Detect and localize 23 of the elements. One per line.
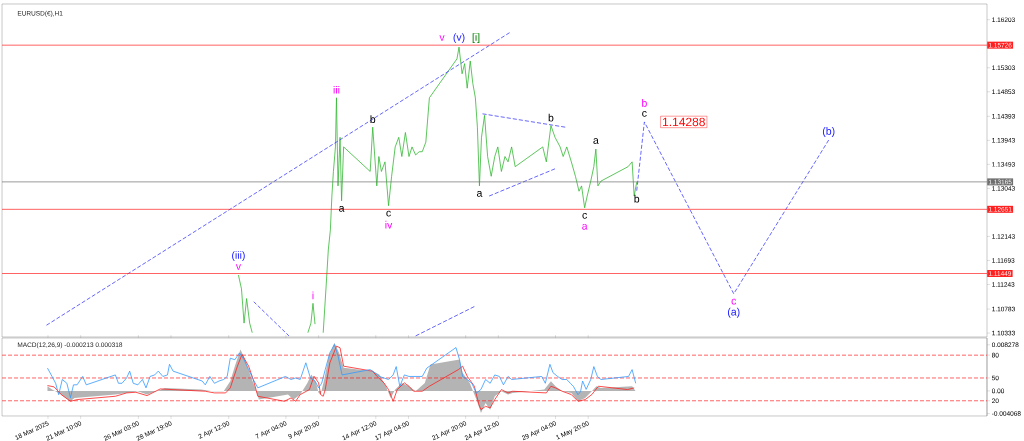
annotation: iv	[385, 220, 393, 229]
annotation: a	[339, 205, 345, 212]
annotation: (b)	[822, 127, 835, 137]
annotation: v	[235, 264, 242, 270]
annotation: c	[642, 111, 647, 117]
data-label: 1.14288	[662, 117, 705, 127]
annotation: (iii)	[232, 251, 245, 261]
annotation: b	[548, 113, 554, 122]
annotation: a	[593, 138, 599, 144]
annotation: b	[634, 194, 640, 203]
annotation: a	[476, 191, 483, 197]
annotation: v	[439, 35, 445, 41]
annotation: b	[370, 115, 376, 124]
annotation: c	[582, 212, 587, 219]
annotation: a	[582, 223, 588, 230]
annotation: (a)	[727, 307, 740, 318]
annotation: c	[731, 298, 737, 305]
annotation: i	[312, 291, 314, 300]
annotation: iii	[333, 86, 340, 94]
annotation: b	[642, 99, 647, 107]
annotation: [i]	[472, 33, 480, 43]
annotation: (v)	[453, 33, 465, 43]
annotation: c	[386, 210, 391, 217]
